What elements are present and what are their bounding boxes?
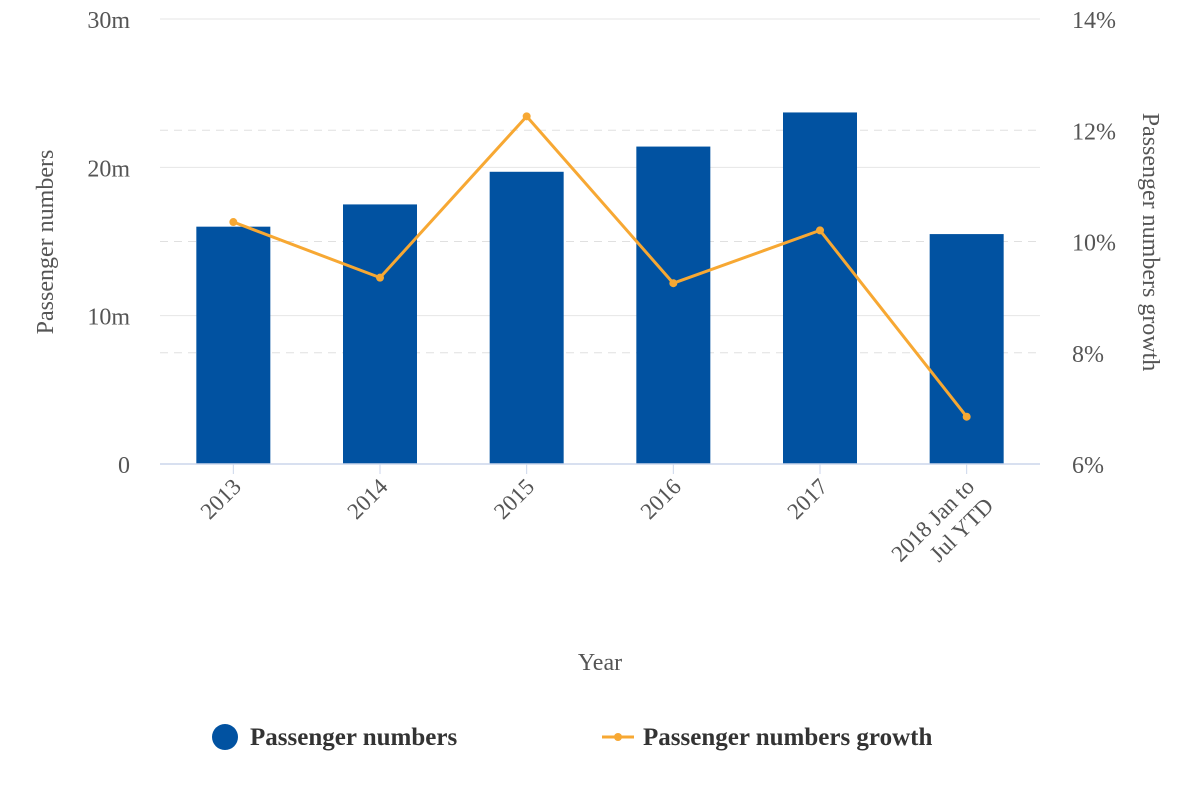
y-right-tick-label: 8% (1072, 342, 1104, 368)
x-tick-label: 2015 (489, 474, 539, 524)
growth-point (376, 273, 384, 282)
legend-bar-swatch (212, 724, 238, 750)
y-right-tick-label: 10% (1072, 231, 1116, 257)
line-series (229, 112, 971, 421)
growth-point (229, 218, 238, 227)
bar (636, 146, 711, 465)
legend-item-passenger-numbers-growth[interactable]: Passenger numbers growth (602, 724, 932, 751)
bar (343, 204, 417, 464)
growth-point (669, 279, 678, 288)
x-tick-label: 2016 (636, 474, 686, 524)
y-right-tick-label: 6% (1072, 453, 1104, 479)
x-tick-label: 2013 (196, 474, 246, 524)
legend-line-marker (614, 733, 622, 741)
bar (783, 112, 857, 464)
legend-label-passenger-numbers-growth: Passenger numbers growth (643, 724, 932, 751)
y-axis-right-title: Passenger numbers growth (1137, 113, 1163, 372)
x-tick-label: 2017 (782, 474, 832, 524)
y-left-tick-label: 10m (87, 305, 130, 331)
y-left-tick-label: 20m (87, 156, 130, 182)
y-right-tick-label: 12% (1072, 119, 1116, 145)
y-left-tick-label: 0 (118, 453, 130, 479)
growth-line (232, 114, 968, 418)
growth-point (816, 226, 824, 235)
bar (929, 234, 1004, 464)
grid-lines (160, 18, 1040, 354)
bar (489, 171, 564, 465)
y-left-tick-label: 30m (87, 8, 130, 34)
x-tick-label: 2018 Jan toJul YTD (887, 474, 999, 586)
x-axis-title: Year (578, 650, 622, 676)
legend: Passenger numbers Passenger numbers grow… (212, 724, 932, 751)
bar-series (196, 112, 1004, 465)
legend-item-passenger-numbers[interactable]: Passenger numbers (212, 724, 457, 751)
y-right-tick-label: 14% (1072, 8, 1116, 34)
growth-point (522, 112, 531, 121)
growth-point (962, 412, 971, 421)
bar (196, 226, 271, 464)
legend-label-passenger-numbers: Passenger numbers (250, 724, 457, 751)
x-tick-label: 2014 (342, 474, 393, 525)
y-axis-left-title: Passenger numbers (33, 150, 59, 335)
